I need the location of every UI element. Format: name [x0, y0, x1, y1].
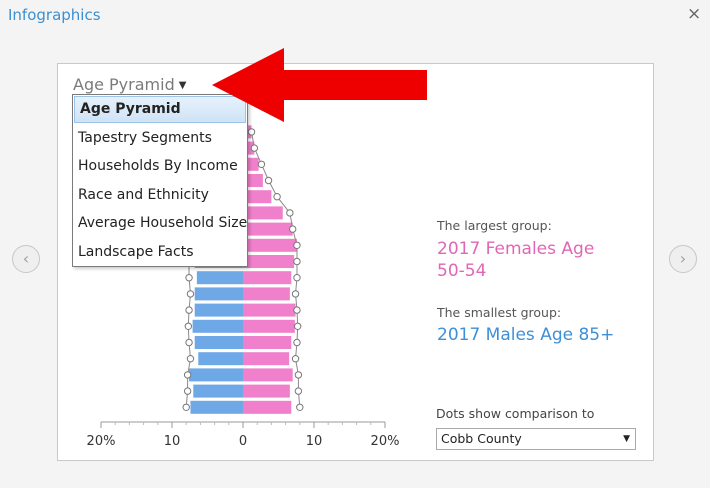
female-bar — [243, 222, 293, 236]
female-bar — [243, 206, 283, 220]
female-bar — [243, 190, 272, 204]
comparison-dot — [250, 144, 259, 152]
comparison-dot — [264, 176, 273, 185]
female-bar — [243, 303, 296, 317]
comparison-select-value: Cobb County — [441, 431, 522, 446]
comparison-dot — [293, 306, 301, 314]
red-arrow-annotation — [212, 48, 427, 122]
dropdown-option-average-household-size[interactable]: Average Household Size — [78, 215, 248, 232]
dropdown-caret-icon: ▼ — [178, 80, 187, 91]
comparison-dot — [293, 338, 301, 347]
comparison-dot — [186, 355, 195, 363]
previous-arrow-icon[interactable]: ‹ — [12, 245, 40, 273]
female-bar — [243, 352, 290, 366]
male-bar — [193, 384, 243, 398]
comparison-dot — [257, 160, 266, 169]
male-bar — [190, 400, 243, 414]
comparison-dot — [294, 387, 303, 395]
female-bar — [243, 141, 255, 155]
dropdown-option-tapestry-segments[interactable]: Tapestry Segments — [78, 130, 212, 146]
comparison-dot — [294, 371, 303, 379]
x-axis-tick-label: 10 — [306, 434, 323, 449]
comparison-label: Dots show comparison to — [436, 406, 595, 421]
comparison-select[interactable]: Cobb County ▼ — [436, 428, 636, 450]
female-bar — [243, 319, 295, 333]
selector-value: Age Pyramid — [73, 75, 175, 94]
dropdown-option-households-by-income[interactable]: Households By Income — [78, 158, 238, 175]
x-axis-tick-label: 20% — [371, 434, 400, 449]
male-bar — [189, 368, 243, 382]
comparison-dot — [293, 322, 302, 330]
comparison-dot — [286, 209, 294, 217]
infographic-type-dropdown: Age Pyramid Tapestry Segments Households… — [72, 94, 248, 267]
next-arrow-icon[interactable]: › — [669, 245, 697, 273]
female-bar — [243, 336, 292, 349]
comparison-line-female — [251, 131, 301, 408]
comparison-dot — [296, 403, 304, 411]
female-bar — [243, 255, 295, 268]
window-title: Infographics — [8, 6, 101, 24]
x-axis-tick-label: 20% — [87, 434, 116, 449]
comparison-dot — [185, 274, 193, 282]
smallest-group-label: The smallest group: — [437, 305, 562, 320]
male-bar — [194, 336, 243, 349]
female-bar — [243, 400, 292, 414]
comparison-dot — [185, 306, 193, 314]
comparison-dot — [291, 290, 300, 298]
x-axis-tick-label: 10 — [164, 434, 181, 449]
largest-group-value-line1: 2017 Females Age — [437, 239, 595, 259]
close-icon[interactable]: × — [687, 4, 702, 24]
female-bar — [243, 287, 290, 301]
female-bar — [243, 238, 297, 252]
male-bar — [194, 303, 243, 317]
male-bar — [192, 319, 243, 333]
comparison-dot — [185, 338, 193, 347]
comparison-dot — [273, 193, 281, 201]
largest-group-label: The largest group: — [437, 218, 552, 233]
infographic-type-selector[interactable]: Age Pyramid ▼ — [73, 75, 186, 94]
comparison-dot — [289, 225, 297, 233]
male-bar — [198, 352, 243, 366]
comparison-dot — [293, 241, 301, 250]
comparison-dot — [184, 322, 193, 330]
comparison-dot — [293, 274, 301, 282]
male-bar — [196, 271, 243, 285]
comparison-dot — [182, 403, 190, 411]
comparison-dot — [247, 128, 256, 136]
male-bar — [194, 287, 243, 301]
comparison-dot — [186, 290, 195, 298]
comparison-dot — [291, 355, 300, 363]
smallest-group-value: 2017 Males Age 85+ — [437, 325, 615, 345]
female-bar — [243, 271, 292, 285]
chevron-down-icon: ▼ — [623, 434, 630, 444]
x-axis-tick-label: 0 — [239, 434, 247, 449]
comparison-dot — [293, 257, 301, 266]
dropdown-option-age-pyramid[interactable]: Age Pyramid — [74, 96, 246, 123]
dropdown-option-landscape-facts[interactable]: Landscape Facts — [78, 243, 194, 260]
female-bar — [243, 384, 290, 398]
dropdown-option-race-and-ethnicity[interactable]: Race and Ethnicity — [78, 186, 209, 203]
comparison-dot — [183, 387, 192, 395]
female-bar — [243, 368, 293, 382]
comparison-dot — [183, 371, 192, 379]
largest-group-value-line2: 50-54 — [437, 261, 487, 281]
